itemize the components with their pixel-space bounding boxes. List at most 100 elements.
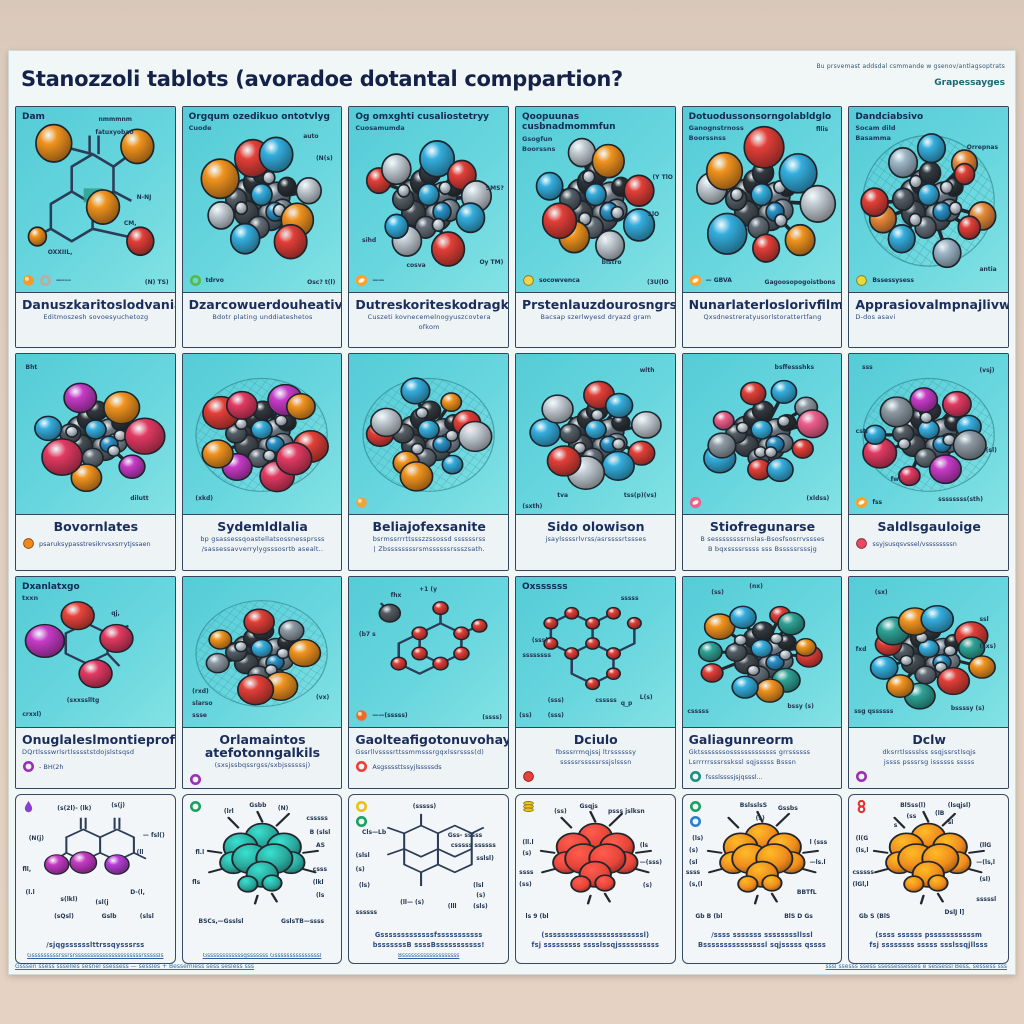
annotation-label: sss bbox=[862, 363, 873, 371]
annotation-label: (sl) bbox=[985, 446, 997, 454]
annotation-label: Gsqjs bbox=[579, 803, 598, 811]
annotation-label: (b7 s bbox=[358, 631, 376, 638]
coins-icon bbox=[522, 800, 535, 813]
structure-sheet-card: (sssss) Cls—Lb Gss- sssss csssss ssssss ssls… bbox=[348, 794, 509, 964]
annotation-label: csss bbox=[312, 865, 328, 873]
dot-icon bbox=[522, 274, 535, 287]
annotation-label: Bht bbox=[25, 363, 38, 371]
molecule-illustration bbox=[521, 120, 670, 275]
card-caption: Saldlsgauloige ssyjsusqsvssel/vssssssssn bbox=[849, 515, 1008, 570]
card-caption: Nunarlaterloslorivfilms Qxsdnestreratyuso… bbox=[682, 293, 841, 347]
molecule-card: Qoopuunas cusbnadmommfun Gsogfun Boorssns (… bbox=[515, 106, 676, 348]
annotation-label: dilutt bbox=[130, 494, 149, 502]
annotation-label: (sls) bbox=[473, 902, 488, 910]
annotation-label: csssss bbox=[852, 868, 874, 876]
molecule-illustration bbox=[521, 588, 670, 714]
caption-line: sssssrsssssrssjslsssn bbox=[560, 758, 632, 767]
annotation-label: (lrl bbox=[223, 808, 234, 816]
caption-line: Bacsap szerlwyesd dryazd gram bbox=[540, 313, 652, 322]
annotation-label: ssssssss(sth) bbox=[938, 496, 983, 504]
annotation-label: (xldss) bbox=[806, 494, 830, 502]
caption-bullet bbox=[189, 773, 337, 786]
structure-sheet-card: (s(2l)- (lk) (s(j) (N(j) — fsl() (ll fll, (l.l… bbox=[15, 794, 176, 964]
molecule-illustration bbox=[21, 365, 170, 499]
annotation-label: (sx) bbox=[874, 589, 888, 596]
card-subheader: txxn bbox=[22, 594, 39, 603]
pill-icon bbox=[689, 496, 702, 509]
annotation-label: (nx) bbox=[749, 583, 763, 590]
caption-title: Sydemldlalia bbox=[217, 519, 308, 534]
molecule-card: (nx) (ss) csssss bssy (s) Galiagunreorm Gktss… bbox=[681, 576, 843, 789]
annotation-label: —ls.l bbox=[809, 858, 826, 866]
annotation-label: sihd bbox=[362, 236, 377, 244]
bullet-icon bbox=[22, 537, 35, 550]
annotation-label: (s) bbox=[476, 892, 486, 900]
molecule-panel: (xkd) bbox=[182, 354, 342, 515]
annotation-label: ls 9 (bl bbox=[525, 912, 549, 920]
molecule-illustration bbox=[687, 120, 837, 275]
annotation-label: (s) bbox=[355, 865, 365, 873]
caption-title: Stiofregunarse bbox=[709, 519, 816, 534]
annotation-label: (Y TlO bbox=[652, 173, 673, 181]
legend-label: fss bbox=[872, 499, 883, 506]
card-grid: Dam nmmmnm fatuxyobao N-NJ CM, OXXIIL, —––– (N)… bbox=[15, 106, 1009, 964]
annotation-label: (sl bbox=[689, 858, 698, 866]
annotation-label: (vsj) bbox=[979, 366, 995, 374]
poster: Stanozzoli tablots (avoradoe dotantal co… bbox=[8, 50, 1016, 975]
caption-bullet: Asgssssttssyjlsssssds bbox=[355, 760, 503, 773]
annotation-label: BBTfL bbox=[796, 889, 817, 897]
annotation-label: sl bbox=[947, 818, 954, 826]
annotation-label: (ls bbox=[639, 842, 649, 850]
sheet-caption-line: /sjqgsssssslttrssqysssrss bbox=[46, 941, 145, 949]
annotation-label: ssss bbox=[519, 868, 534, 876]
molecule-illustration bbox=[368, 808, 489, 905]
annotation-label: (N) bbox=[277, 805, 289, 813]
sheet-icon-stack bbox=[189, 800, 202, 813]
molecule-card: Dotuodussonsorngolabldglo Ganognstrnoss Bo… bbox=[681, 106, 843, 348]
annotation-label: l (sss bbox=[809, 838, 828, 846]
annotation-label: (s(2l)- (lk) bbox=[57, 805, 92, 813]
annotation-label: fwl bbox=[890, 475, 901, 483]
molecule-panel: Dxanlatxgo txxn qj, (sxxsslltg crxxl) bbox=[16, 577, 175, 728]
annotation-label: s(lkl) bbox=[60, 895, 78, 903]
annotation-label: ssg qssssss bbox=[854, 707, 894, 715]
molecule-card: bsffessshks (xldss) Stiofregunarse B sessss… bbox=[681, 353, 843, 571]
pill-icon bbox=[855, 496, 868, 509]
molecule-card: fhx +1 (y (b7 s ——(sssss) (ssss) Gaolteafigot… bbox=[348, 576, 509, 789]
annotation-label: antia bbox=[979, 266, 997, 274]
card-caption: Dclw dksrrtlsssslss ssqjssrstlsqjs jssss p… bbox=[849, 728, 1008, 788]
annotation-label: q_p bbox=[620, 700, 633, 707]
annotation-label: (lB bbox=[935, 810, 945, 818]
molecule-panel: bsffessshks (xldss) bbox=[682, 354, 842, 515]
legend-icon-row: fss bbox=[855, 496, 882, 509]
legend-icon-row: —— bbox=[355, 274, 384, 287]
annotation-label: (lsqjsl) bbox=[947, 801, 971, 809]
annotation-label: bssssy (s) bbox=[950, 704, 985, 712]
sheet-icon-stack bbox=[689, 800, 702, 828]
caption-line: B bqxssssrssss sss Bsssssrsssjg bbox=[707, 545, 818, 554]
molecule-panel: (rxd) slarso ssse (vx) bbox=[182, 577, 342, 728]
molecule-card: Orgqum ozedikuo ontotvlyg Cuode auto (N(s) t… bbox=[181, 106, 343, 348]
card-caption: Dutreskoriteskodragken Cuszeti kovnecemel… bbox=[349, 293, 508, 347]
molecule-panel: sss (vsj) csN fwl (sl) ssssssss(sth) fss bbox=[849, 354, 1008, 515]
molecule-illustration bbox=[854, 365, 1003, 499]
molecule-illustration bbox=[854, 120, 1003, 275]
annotation-label: (sxs) bbox=[979, 643, 996, 650]
annotation-label: csN bbox=[855, 427, 868, 435]
card-caption: Sydemldlalia bp gsassessqoastellatsossnes… bbox=[182, 515, 342, 570]
annotation-label: (l.l bbox=[25, 889, 35, 897]
caption-title: Dciulo bbox=[573, 732, 618, 747]
caption-title: Saldlsgauloige bbox=[877, 519, 981, 534]
annotation-label: Cls—Lb bbox=[362, 828, 387, 836]
annotation-label: (sxxsslltg bbox=[66, 697, 100, 704]
card-header: Dandciabsivo bbox=[855, 112, 924, 122]
annotation-label: Gss- sssss bbox=[447, 831, 483, 839]
annotation-label: psss jslksn bbox=[608, 808, 645, 816]
card-subheader: Socam dild bbox=[855, 124, 896, 133]
card-caption: Galiagunreorm Gktsssssssosssssssssssss gr… bbox=[682, 728, 842, 788]
caption-bullet bbox=[855, 770, 1003, 783]
molecule-panel: Dandciabsivo Socam dild Basamma Orrepnas ant… bbox=[849, 107, 1008, 293]
annotation-label: +1 (y bbox=[419, 586, 438, 593]
annotation-label: (ls) bbox=[692, 835, 704, 843]
annotation-label: (sl) bbox=[979, 875, 991, 883]
